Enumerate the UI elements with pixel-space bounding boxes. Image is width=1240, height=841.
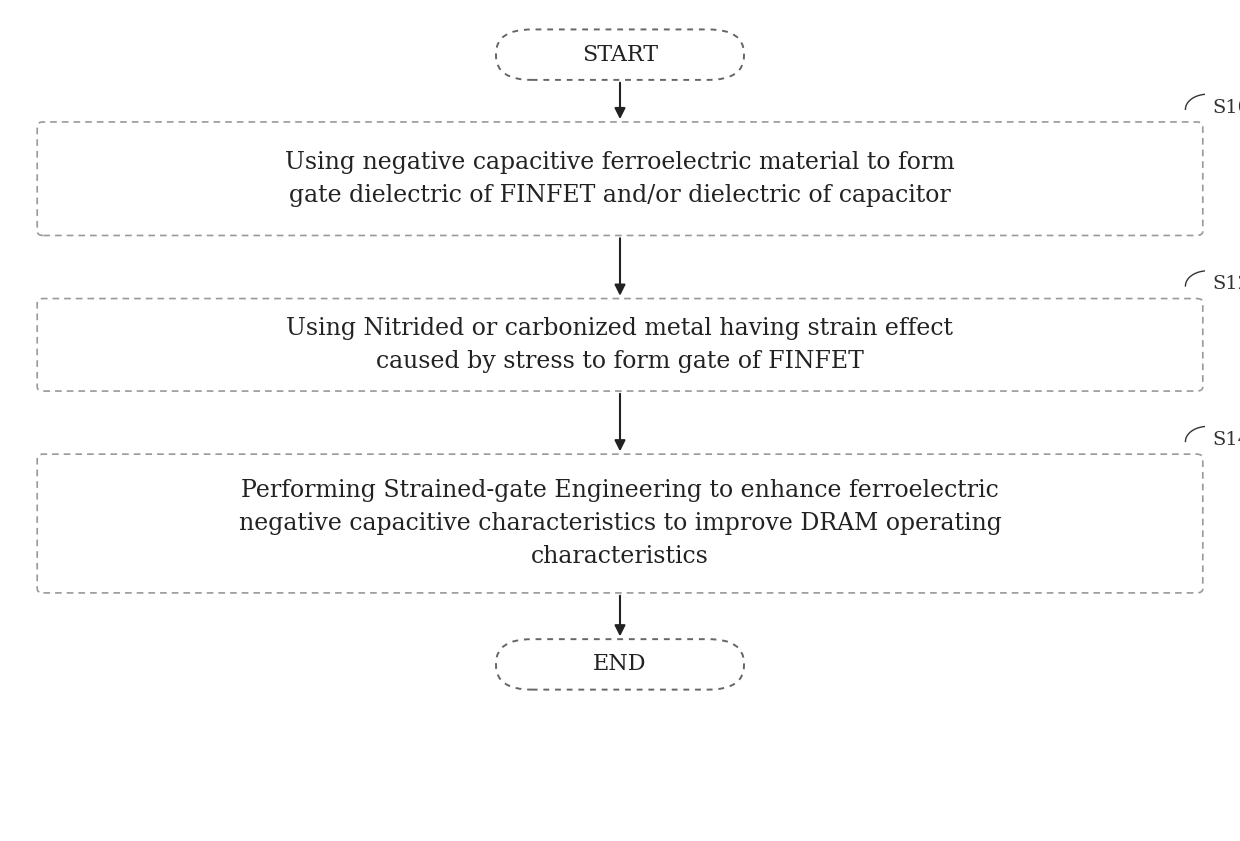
Text: S14: S14 (1213, 431, 1240, 449)
Text: S12: S12 (1213, 275, 1240, 294)
FancyBboxPatch shape (37, 299, 1203, 391)
Text: S10: S10 (1213, 98, 1240, 117)
FancyBboxPatch shape (37, 122, 1203, 235)
FancyBboxPatch shape (496, 639, 744, 690)
Text: Using Nitrided or carbonized metal having strain effect
caused by stress to form: Using Nitrided or carbonized metal havin… (286, 317, 954, 373)
FancyBboxPatch shape (496, 29, 744, 80)
Text: START: START (582, 44, 658, 66)
Text: Using negative capacitive ferroelectric material to form
gate dielectric of FINF: Using negative capacitive ferroelectric … (285, 151, 955, 207)
FancyBboxPatch shape (37, 454, 1203, 593)
Text: END: END (593, 653, 647, 675)
Text: Performing Strained-gate Engineering to enhance ferroelectric
negative capacitiv: Performing Strained-gate Engineering to … (238, 479, 1002, 568)
